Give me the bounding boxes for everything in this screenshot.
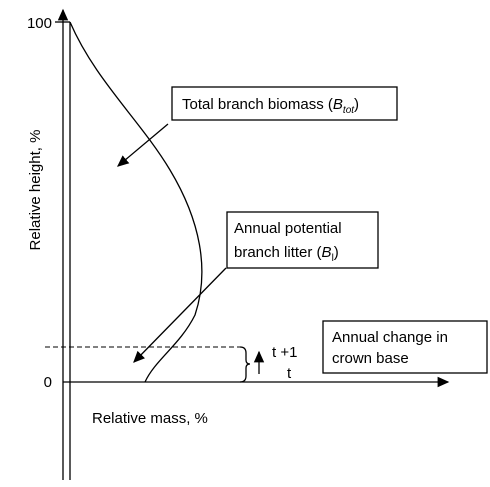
marker-lower: t bbox=[287, 365, 292, 382]
pointer-arrow bbox=[133, 267, 227, 363]
box-text: branch litter (Bl) bbox=[234, 244, 339, 264]
brace bbox=[239, 346, 251, 383]
box bbox=[322, 320, 488, 374]
box-text: Annual change in bbox=[332, 329, 448, 346]
y-title: Relative height, % bbox=[27, 130, 44, 251]
label: branch litter ( bbox=[234, 244, 322, 261]
box-text: crown base bbox=[332, 350, 409, 367]
symbol: B bbox=[322, 244, 332, 261]
y-bottom-label: 0 bbox=[44, 374, 52, 391]
label: Total branch biomass ( bbox=[182, 96, 333, 113]
subscript: l bbox=[332, 253, 334, 264]
box-text: Annual potential bbox=[234, 220, 342, 237]
close: ) bbox=[334, 244, 339, 261]
biomass-curve bbox=[69, 21, 203, 383]
close: ) bbox=[354, 96, 359, 113]
box bbox=[171, 86, 398, 121]
box-text: Total branch biomass (Btot) bbox=[182, 96, 359, 116]
x-title: Relative mass, % bbox=[92, 410, 208, 427]
marker-upper: t +1 bbox=[272, 344, 297, 361]
symbol: B bbox=[333, 96, 343, 113]
y-top-label: 100 bbox=[27, 15, 52, 32]
subscript: tot bbox=[343, 105, 355, 116]
box bbox=[226, 211, 379, 269]
pointer-arrow bbox=[117, 123, 169, 167]
